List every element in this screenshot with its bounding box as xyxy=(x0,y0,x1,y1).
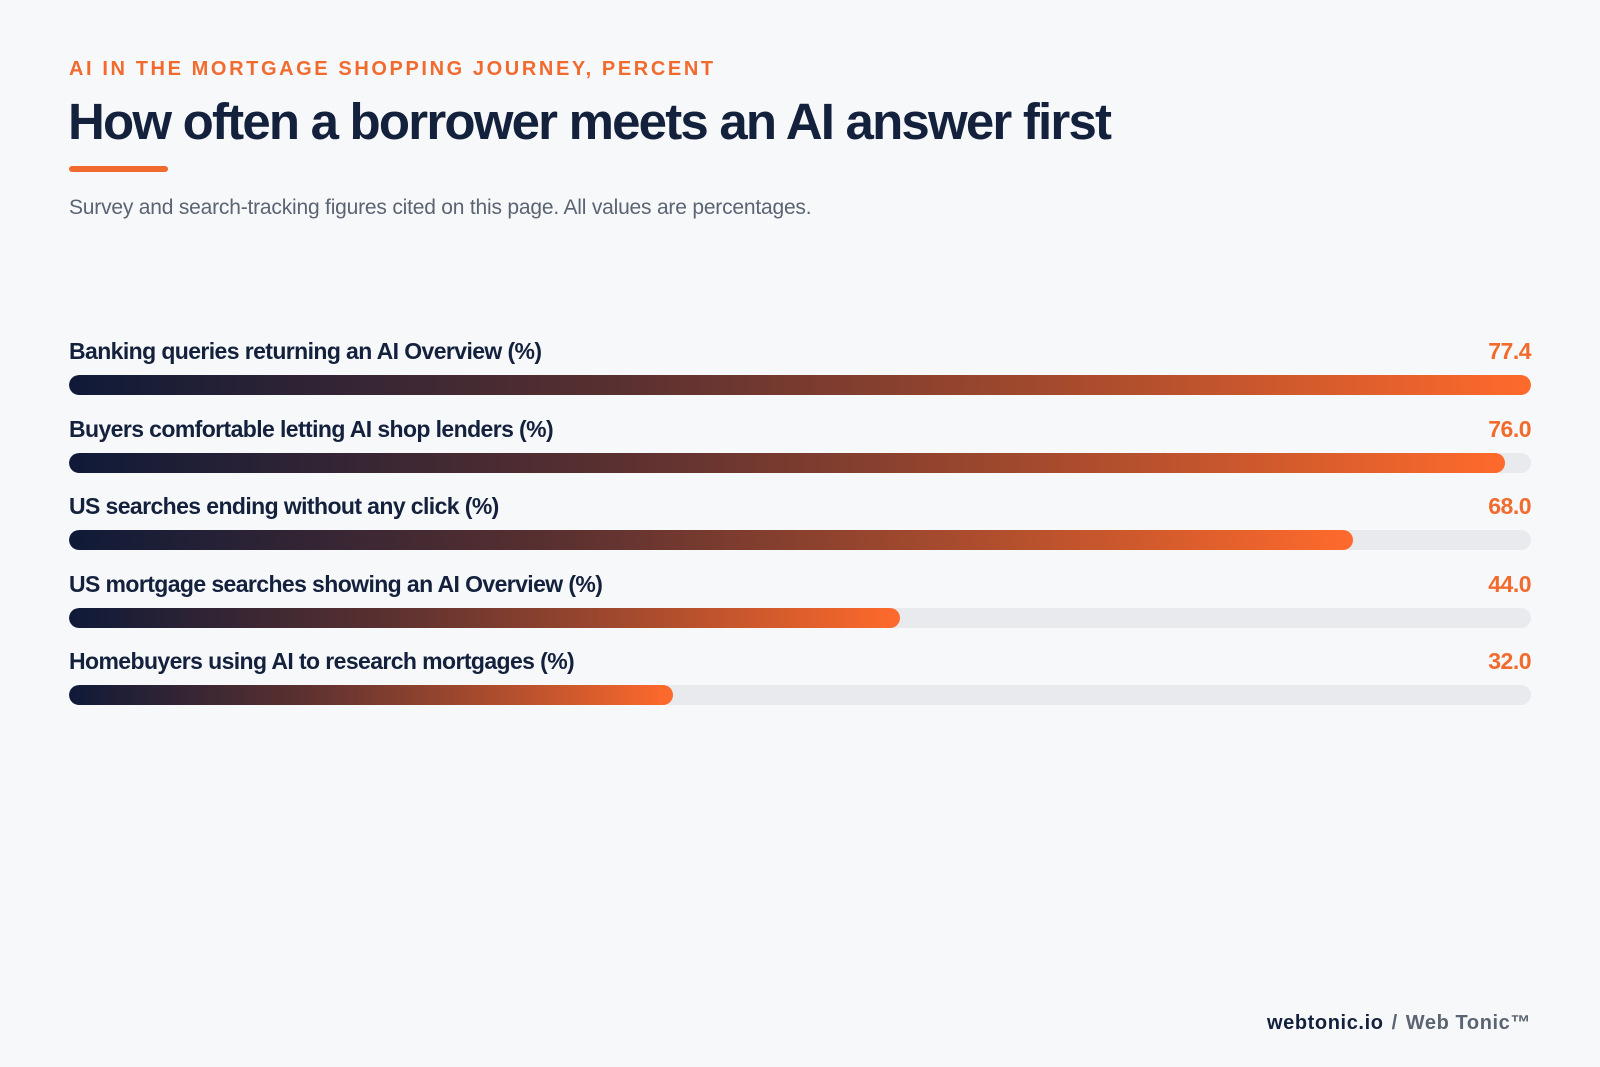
bar-track xyxy=(69,685,1531,705)
bar-label: US searches ending without any click (%) xyxy=(69,493,499,519)
eyebrow-label: AI IN THE MORTGAGE SHOPPING JOURNEY, PER… xyxy=(69,58,716,80)
bar-row: Buyers comfortable letting AI shop lende… xyxy=(69,414,1531,492)
bar-track xyxy=(69,607,1531,628)
bar-track xyxy=(69,452,1531,473)
bar-track xyxy=(69,375,1531,395)
bar-label: US mortgage searches showing an AI Overv… xyxy=(69,570,603,597)
bar-fill xyxy=(69,530,1354,550)
bar-fill xyxy=(69,452,1505,473)
bar-row: Banking queries returning an AI Overview… xyxy=(69,336,1531,414)
bar-value-label: 32.0 xyxy=(1488,648,1531,674)
bar-value-label: 76.0 xyxy=(1488,415,1531,442)
bar-label: Homebuyers using AI to research mortgage… xyxy=(69,648,575,674)
bar-row: US searches ending without any click (%)… xyxy=(69,491,1531,569)
bar-row: US mortgage searches showing an AI Overv… xyxy=(69,569,1531,647)
bar-fill xyxy=(69,375,1531,395)
footer-brand: Web Tonic™ xyxy=(1405,1012,1531,1034)
footer-separator: / xyxy=(1391,1012,1398,1034)
bar-label: Banking queries returning an AI Overview… xyxy=(69,338,542,364)
bar-row: Homebuyers using AI to research mortgage… xyxy=(69,646,1531,724)
bar-value-label: 44.0 xyxy=(1488,570,1531,597)
bar-fill xyxy=(69,607,901,628)
bar-value-label: 77.4 xyxy=(1488,338,1531,364)
bar-value-label: 68.0 xyxy=(1488,493,1531,519)
footer-site: webtonic.io xyxy=(1266,1012,1384,1034)
footer-credit: webtonic.io / Web Tonic™ xyxy=(1267,1012,1531,1035)
bar-track xyxy=(69,530,1531,550)
title-accent-rule xyxy=(69,166,168,172)
bar-label: Buyers comfortable letting AI shop lende… xyxy=(69,415,554,442)
bar-fill xyxy=(69,685,674,705)
page-title: How often a borrower meets an AI answer … xyxy=(68,93,1112,150)
bar-chart: Banking queries returning an AI Overview… xyxy=(69,336,1531,724)
chart-subtitle: Survey and search-tracking figures cited… xyxy=(69,196,812,219)
